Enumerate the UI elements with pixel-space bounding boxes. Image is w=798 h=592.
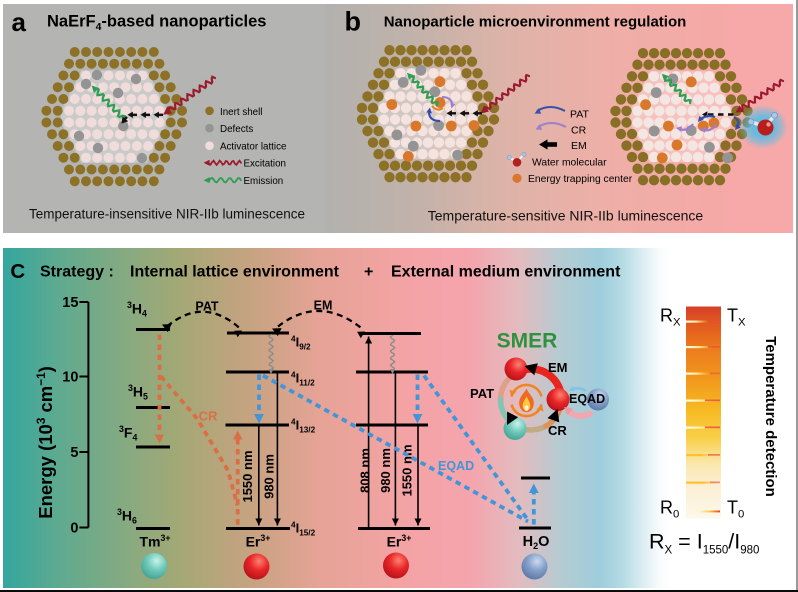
svg-text:SMER: SMER	[497, 329, 558, 352]
svg-text:RX: RX	[660, 305, 681, 328]
svg-text:EQAD: EQAD	[438, 459, 474, 473]
svg-text:0: 0	[70, 520, 78, 536]
svg-text:15: 15	[62, 295, 78, 311]
svg-text:NaErF4-based nanoparticles: NaErF4-based nanoparticles	[47, 13, 266, 34]
svg-text:4I9/2: 4I9/2	[291, 334, 311, 351]
svg-text:a: a	[12, 7, 27, 37]
svg-text:5: 5	[70, 445, 78, 461]
svg-text:T0: T0	[727, 497, 744, 520]
svg-text:External medium environment: External medium environment	[391, 263, 621, 280]
svg-text:EM: EM	[314, 298, 333, 312]
svg-text:EM: EM	[571, 140, 587, 152]
svg-text:Tm3+: Tm3+	[139, 533, 170, 549]
svg-text:Nanoparticle microenvironment: Nanoparticle microenvironment regulation	[384, 14, 687, 31]
svg-text:Energy (103 cm−1): Energy (103 cm−1)	[35, 366, 56, 519]
svg-text:10: 10	[62, 369, 78, 385]
svg-text:CR: CR	[548, 423, 567, 438]
svg-text:3H5: 3H5	[128, 383, 148, 401]
svg-text:Er3+: Er3+	[246, 533, 271, 549]
svg-text:C: C	[10, 259, 25, 282]
svg-text:Activator lattice: Activator lattice	[220, 142, 287, 153]
svg-text:PAT: PAT	[470, 386, 494, 401]
svg-text:Temperature-sensitive NIR-IIb: Temperature-sensitive NIR-IIb luminescen…	[428, 208, 704, 224]
svg-text:CR: CR	[199, 408, 218, 423]
svg-text:Internal lattice environment: Internal lattice environment	[130, 263, 340, 280]
svg-text:1550 nm: 1550 nm	[400, 444, 415, 496]
svg-text:Defects: Defects	[220, 124, 253, 135]
svg-text:Temperature-insensitive NIR-II: Temperature-insensitive NIR-IIb luminesc…	[29, 207, 305, 222]
svg-text:EQAD: EQAD	[569, 392, 605, 406]
svg-text:4I11/2: 4I11/2	[291, 370, 315, 387]
svg-text:R0: R0	[660, 497, 679, 520]
svg-text:Excitation: Excitation	[244, 159, 286, 170]
svg-text:PAT: PAT	[570, 109, 589, 121]
svg-text:Inert shell: Inert shell	[220, 107, 262, 118]
svg-text:3H6: 3H6	[117, 507, 137, 525]
svg-text:CR: CR	[571, 125, 587, 137]
svg-text:RX = I1550/I980: RX = I1550/I980	[649, 529, 759, 556]
svg-text:4I13/2: 4I13/2	[291, 417, 316, 434]
svg-text:3H4: 3H4	[127, 300, 147, 318]
svg-text:980 nm: 980 nm	[378, 448, 393, 493]
svg-text:808 nm: 808 nm	[358, 448, 373, 493]
svg-text:Water molecular: Water molecular	[532, 158, 607, 169]
svg-text:3F4: 3F4	[119, 424, 137, 442]
svg-text:H2O: H2O	[523, 534, 550, 551]
svg-text:+: +	[364, 263, 373, 280]
svg-text:b: b	[345, 7, 362, 37]
svg-text:EM: EM	[548, 360, 568, 375]
svg-text:Strategy :: Strategy :	[40, 263, 114, 280]
svg-text:Temperature detection: Temperature detection	[762, 336, 779, 497]
svg-text:Er3+: Er3+	[387, 533, 412, 549]
svg-text:PAT: PAT	[195, 299, 219, 313]
svg-text:Energy trapping center: Energy trapping center	[528, 174, 633, 185]
svg-text:Emission: Emission	[244, 176, 284, 187]
svg-text:4I15/2: 4I15/2	[291, 520, 316, 537]
svg-text:1550 nm: 1550 nm	[240, 450, 255, 502]
svg-text:980 nm: 980 nm	[262, 454, 277, 499]
svg-text:TX: TX	[727, 305, 746, 328]
